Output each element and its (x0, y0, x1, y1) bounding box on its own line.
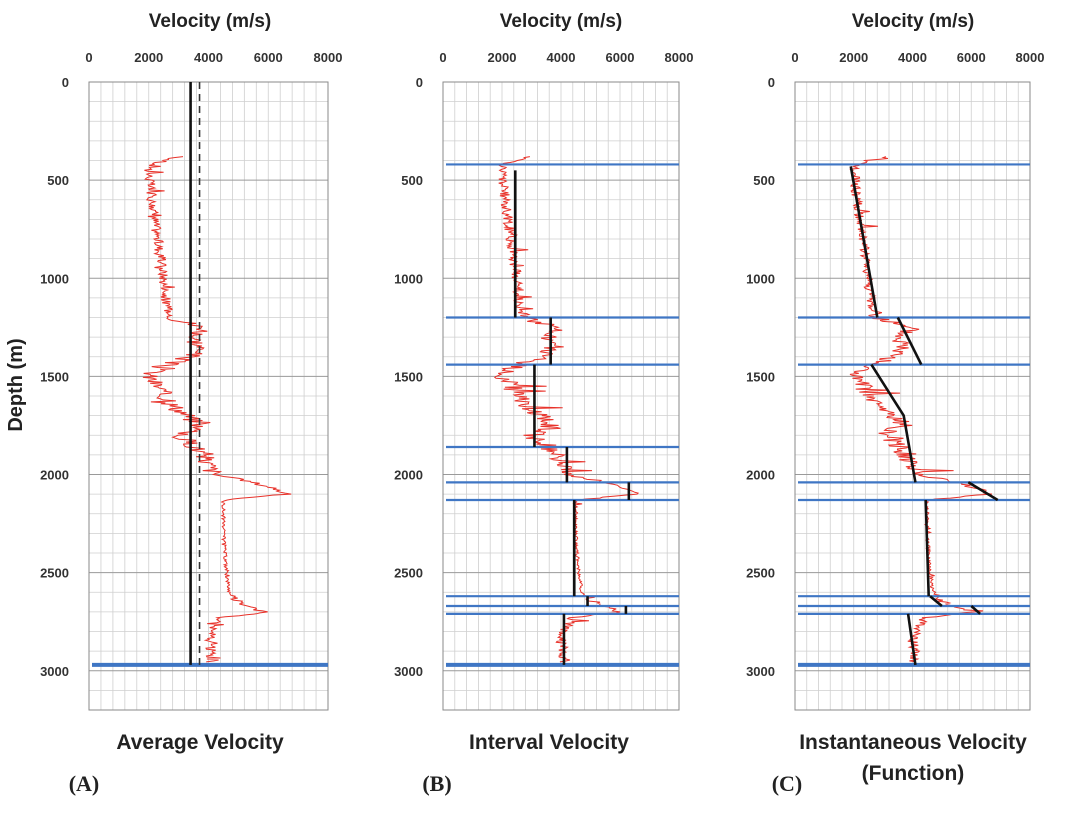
velocity-function-segment (924, 499, 930, 597)
y-tick-label: 2500 (40, 566, 69, 581)
y-tick-label: 0 (62, 75, 69, 90)
y-tick-label: 2000 (40, 468, 69, 483)
well-log-trace (849, 156, 993, 663)
x-tick-label: 0 (85, 50, 92, 65)
y-tick-label: 0 (416, 75, 423, 90)
y-tick-label: 2000 (746, 468, 775, 483)
plot-frame (794, 81, 1031, 711)
velocity-function-segment (896, 316, 923, 366)
y-tick-label: 500 (401, 173, 423, 188)
x-tick-label: 0 (791, 50, 798, 65)
x-axis-title-b: Velocity (m/s) (500, 11, 623, 32)
velocity-function-segment (870, 363, 917, 483)
well-log-trace (142, 156, 292, 663)
y-tick-label: 0 (768, 75, 775, 90)
plot-area-c: 0 2000 4000 6000 8000 0 500 1000 1500 2000 2500 300… (746, 50, 1045, 711)
plot-frame (88, 81, 329, 711)
depth-axis-label: Depth (m) (5, 338, 27, 431)
panel-average-velocity: Velocity (m/s) 0 2000 4000 6000 8000 0 500 1000… (40, 11, 342, 796)
x-tick-label: 0 (439, 50, 446, 65)
y-tick-label: 1500 (40, 369, 69, 384)
y-tick-label: 2000 (394, 468, 423, 483)
plot-frame (442, 81, 680, 711)
panel-label-c: (C) (772, 771, 803, 796)
y-tick-label: 1000 (394, 271, 423, 286)
panel-instantaneous-velocity: Velocity (m/s) 0 2000 4000 6000 8000 0 500 1000… (746, 11, 1044, 796)
x-tick-label: 6000 (957, 50, 986, 65)
x-tick-label: 2000 (839, 50, 868, 65)
x-tick-label: 8000 (665, 50, 694, 65)
velocity-function-segment (929, 595, 943, 608)
velocity-function-segment (970, 605, 981, 615)
x-tick-label: 8000 (314, 50, 343, 65)
caption-c-line1: Instantaneous Velocity (799, 731, 1027, 754)
y-tick-label: 1500 (746, 369, 775, 384)
plot-area-b: 0 2000 4000 6000 8000 0 500 1000 1500 2000 2500 300… (394, 50, 694, 711)
velocity-function-segment (906, 613, 917, 666)
y-tick-label: 500 (753, 173, 775, 188)
well-log-trace (493, 156, 640, 663)
y-tick-label: 1000 (40, 271, 69, 286)
y-tick-label: 3000 (746, 664, 775, 679)
x-axis-title-c: Velocity (m/s) (852, 11, 975, 32)
panel-label-b: (B) (422, 771, 451, 796)
y-tick-label: 3000 (394, 664, 423, 679)
y-tick-label: 500 (47, 173, 69, 188)
y-tick-label: 2500 (746, 566, 775, 581)
caption-b-line1: Interval Velocity (469, 731, 629, 754)
x-tick-label: 4000 (898, 50, 927, 65)
velocity-function-segment (849, 166, 879, 318)
x-tick-label: 6000 (254, 50, 283, 65)
plot-area-a: 0 2000 4000 6000 8000 0 500 1000 1500 2000 2500 300… (40, 50, 343, 711)
x-tick-label: 2000 (134, 50, 163, 65)
x-tick-label: 8000 (1016, 50, 1045, 65)
x-tick-label: 4000 (547, 50, 576, 65)
y-tick-label: 2500 (394, 566, 423, 581)
panel-label-a: (A) (69, 771, 100, 796)
y-tick-label: 1500 (394, 369, 423, 384)
x-axis-title-a: Velocity (m/s) (149, 11, 272, 32)
x-tick-label: 6000 (606, 50, 635, 65)
caption-a-line1: Average Velocity (116, 731, 284, 754)
y-tick-label: 3000 (40, 664, 69, 679)
y-tick-label: 1000 (746, 271, 775, 286)
panel-interval-velocity: Velocity (m/s) 0 2000 4000 6000 8000 0 500 1000… (394, 11, 693, 796)
velocity-function-segment (967, 481, 999, 502)
caption-c-line2: (Function) (862, 762, 965, 785)
x-tick-label: 2000 (488, 50, 517, 65)
x-tick-label: 4000 (194, 50, 223, 65)
